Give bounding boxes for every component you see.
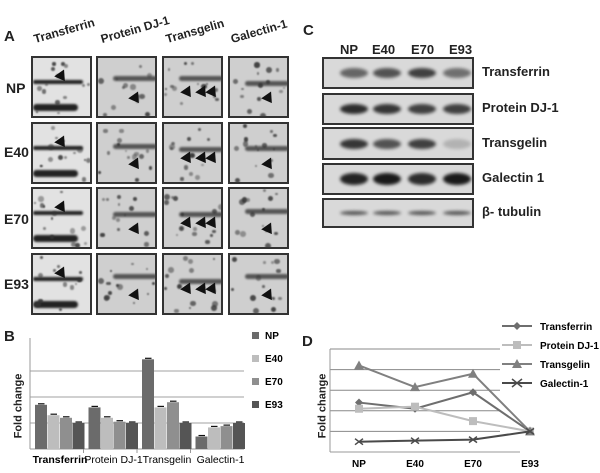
gel-protein-dj-1-e40	[96, 122, 157, 184]
gel-galectin-1-e93	[228, 253, 289, 315]
panel-a-letter: A	[4, 28, 15, 45]
arrow-icon	[261, 288, 277, 304]
bar-e70-transgelin	[167, 402, 179, 449]
gel-protein-dj-1-e70	[96, 187, 157, 249]
svg-text:E40: E40	[265, 354, 283, 365]
arrow-icon	[261, 157, 277, 173]
svg-text:NP: NP	[265, 331, 279, 342]
gel-protein-dj-1-np	[96, 56, 157, 118]
gel-protein-dj-1-e93	[96, 253, 157, 315]
panel-c-letter: C	[303, 22, 314, 39]
svg-text:Protein DJ-1: Protein DJ-1	[84, 454, 143, 466]
bar-e70-protein-dj-1	[113, 421, 126, 449]
bar-e70-galectin-1	[220, 426, 233, 449]
svg-text:Galectin-1: Galectin-1	[540, 379, 589, 390]
svg-text:Transgelin: Transgelin	[143, 454, 192, 466]
col-header-transferrin: Transferrin	[32, 15, 97, 46]
row-header-np: NP	[6, 80, 26, 96]
arrow-icon	[128, 222, 144, 238]
blot-label: β- tubulin	[482, 204, 542, 219]
svg-text:Galectin-1: Galectin-1	[197, 454, 245, 466]
gel-transgelin-e70	[162, 187, 223, 249]
lane-e70: E70	[411, 42, 435, 57]
gel-galectin-1-np	[228, 56, 289, 118]
arrow-icon	[180, 282, 196, 298]
svg-text:E70: E70	[265, 377, 283, 388]
panel-d-letter: D	[302, 333, 313, 350]
gel-transgelin-e40	[162, 122, 223, 184]
bar-e40-transferrin	[47, 415, 60, 449]
col-header-transgelin: Transgelin	[164, 15, 226, 46]
arrow-icon	[205, 151, 221, 167]
bar-np-galectin-1	[195, 436, 208, 449]
line-chart-d: NP E40 E70 E93 Transferrin Protein DJ-1 Transg…	[329, 322, 599, 470]
blot-label: Galectin 1	[482, 170, 545, 185]
lane-e93: E93	[449, 42, 473, 57]
gel-transferrin-e70	[31, 187, 92, 249]
panel-d-ylabel: Fold change	[316, 373, 329, 439]
svg-text:NP: NP	[352, 459, 366, 470]
bar-e40-transgelin	[154, 407, 167, 449]
arrow-icon	[205, 216, 221, 232]
bar-e40-protein-dj-1	[101, 417, 113, 449]
svg-text:E93: E93	[265, 400, 283, 411]
blot-label: Protein DJ-1	[482, 100, 559, 115]
blot-galectin-1	[322, 163, 474, 195]
gel-transferrin-e93	[31, 253, 92, 315]
gel-transgelin-e93	[162, 253, 223, 315]
bar-e93-transferrin	[72, 423, 85, 449]
gel-galectin-1-e40	[228, 122, 289, 184]
row-header-e40: E40	[4, 144, 29, 160]
blot-label: Transferrin	[482, 64, 550, 79]
blot-transferrin	[322, 57, 474, 89]
bar-np-protein-dj-1	[88, 407, 101, 449]
svg-text:Protein DJ-1: Protein DJ-1	[540, 341, 599, 352]
bar-e70-transferrin	[60, 417, 72, 449]
panel-b-ylabel: Fold change	[12, 373, 25, 439]
gel-transferrin-e40	[31, 122, 92, 184]
bar-e93-galectin-1	[233, 423, 245, 449]
bar-e93-transgelin	[179, 423, 192, 449]
blot-transgelin	[322, 127, 474, 160]
svg-text:Transgelin: Transgelin	[540, 360, 590, 371]
row-header-e70: E70	[4, 211, 29, 227]
col-header-galectin1: Galectin-1	[229, 16, 289, 46]
lane-np: NP	[340, 42, 359, 57]
svg-text:E40: E40	[406, 459, 424, 470]
col-header-protein-dj1: Protein DJ-1	[99, 13, 171, 47]
panel-b-letter: B	[4, 328, 15, 345]
gel-transferrin-np	[31, 56, 92, 118]
svg-text:Transferrin: Transferrin	[540, 322, 592, 333]
gel-transgelin-np	[162, 56, 223, 118]
arrow-icon	[180, 85, 196, 101]
blot-protein-dj-1	[322, 93, 474, 125]
row-header-e93: E93	[4, 276, 29, 292]
svg-text:Transferrin: Transferrin	[33, 454, 88, 466]
lane-e40: E40	[372, 42, 396, 57]
arrow-icon	[128, 288, 144, 304]
arrow-icon	[205, 282, 221, 298]
bar-e93-protein-dj-1	[126, 423, 138, 449]
arrow-icon	[261, 91, 277, 107]
bar-e40-galectin-1	[208, 427, 220, 449]
bar-np-transgelin	[142, 359, 154, 449]
gel-galectin-1-e70	[228, 187, 289, 249]
svg-text:E70: E70	[464, 459, 482, 470]
blot--tubulin	[322, 198, 474, 228]
svg-text:E93: E93	[521, 459, 539, 470]
arrow-icon	[128, 157, 144, 173]
blot-label: Transgelin	[482, 134, 548, 150]
bar-np-transferrin	[35, 404, 47, 449]
